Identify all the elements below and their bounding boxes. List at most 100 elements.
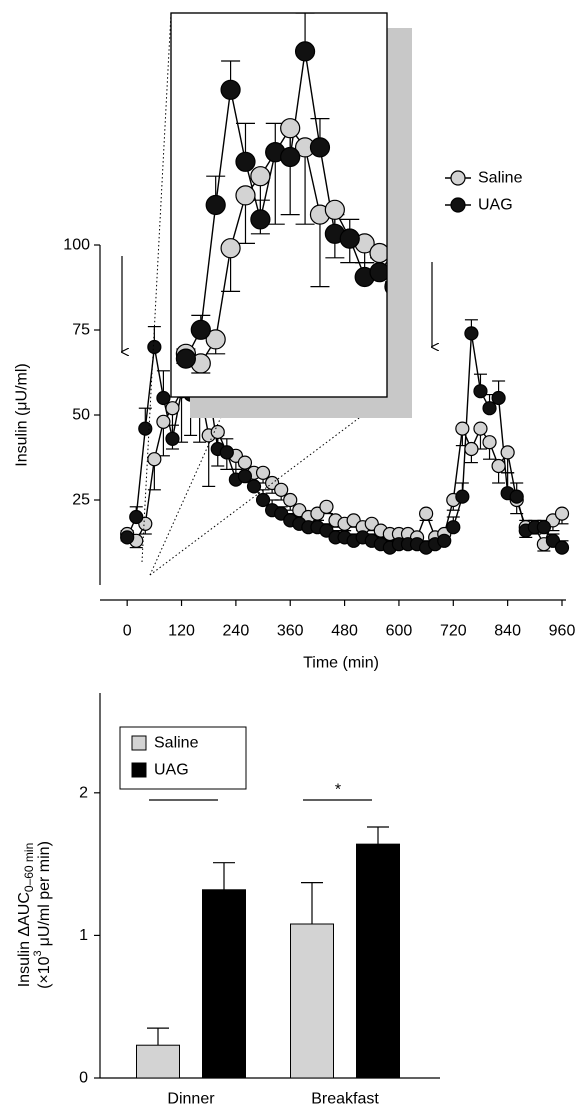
data-point <box>237 469 253 484</box>
data-point <box>464 441 479 457</box>
data-point <box>500 445 515 460</box>
data-point <box>319 499 334 514</box>
y-axis-label: Insulin ΔAUC0–60 min <box>16 843 37 988</box>
error-bar <box>415 282 434 296</box>
x-tick-label: 600 <box>386 623 413 640</box>
bar <box>202 889 246 1079</box>
y-tick-label: 50 <box>72 407 90 424</box>
data-point <box>491 390 506 406</box>
y-tick-label: 1 <box>79 927 88 944</box>
error-bar <box>445 306 464 320</box>
data-point <box>129 509 144 525</box>
inset-plot <box>175 13 582 374</box>
data-point <box>250 209 271 230</box>
data-point <box>175 348 196 369</box>
error-bar <box>549 335 568 345</box>
data-point <box>274 482 289 497</box>
error-bar <box>489 335 508 345</box>
error-bar <box>579 339 582 349</box>
data-point <box>579 330 582 349</box>
error-bar <box>367 826 389 845</box>
legend-swatch <box>131 735 147 751</box>
data-point <box>280 118 301 139</box>
error-bar <box>579 354 582 364</box>
error-bar <box>147 1027 169 1046</box>
error-bar <box>415 306 434 320</box>
data-point <box>554 506 570 521</box>
bar <box>356 843 400 1079</box>
y-label-part: (×10 <box>36 956 53 989</box>
data-point <box>147 339 162 355</box>
data-point <box>464 326 479 341</box>
data-point <box>446 520 461 535</box>
data-point <box>220 79 241 100</box>
error-bar <box>564 349 582 359</box>
data-point <box>235 185 256 206</box>
data-point <box>205 194 226 216</box>
data-point <box>482 401 497 416</box>
x-tick-label: 480 <box>331 623 358 640</box>
data-point <box>369 242 387 264</box>
data-point <box>482 435 497 450</box>
data-point <box>474 335 493 354</box>
data-point <box>549 325 568 344</box>
data-point <box>255 465 271 480</box>
data-point <box>473 421 488 436</box>
error-bar <box>295 147 315 225</box>
data-point <box>210 424 225 440</box>
data-point <box>489 335 508 354</box>
data-point <box>283 492 298 508</box>
legend-marker <box>450 170 466 186</box>
data-point <box>415 311 434 330</box>
y-label-subscript: 0–60 min <box>22 843 36 892</box>
data-point <box>419 506 434 521</box>
y-tick-label: 25 <box>72 492 90 509</box>
error-bar <box>504 315 523 325</box>
error-bar <box>534 349 553 359</box>
data-point <box>280 146 301 168</box>
error-bar <box>310 214 330 288</box>
y-tick-label: 75 <box>72 322 90 339</box>
data-point <box>519 325 538 344</box>
data-point <box>235 151 256 172</box>
y-label-superscript: 3 <box>32 950 44 956</box>
inset-border <box>170 12 388 398</box>
data-point <box>415 272 434 291</box>
error-bar <box>534 339 553 349</box>
x-tick-label: 360 <box>277 623 304 640</box>
x-tick-label: 840 <box>494 623 521 640</box>
data-point <box>534 330 553 349</box>
data-point <box>219 445 234 460</box>
data-point <box>504 340 523 359</box>
data-point <box>579 354 582 373</box>
legend-label: Saline <box>478 170 523 187</box>
y-tick-label: 2 <box>79 784 88 801</box>
x-tick-label: Dinner <box>167 1091 215 1108</box>
data-point <box>445 325 464 344</box>
x-tick-label: 960 <box>549 623 576 640</box>
data-point <box>489 316 508 335</box>
x-axis-label: Time (min) <box>303 655 379 672</box>
y-axis-label: Insulin (μU/ml) <box>14 363 31 466</box>
y-label-part: μU/ml per min) <box>36 841 53 946</box>
data-point <box>549 354 568 373</box>
significance-label: * <box>335 782 341 799</box>
error-bar <box>504 339 523 349</box>
y-tick-label: 0 <box>79 1070 88 1087</box>
data-point <box>369 262 387 283</box>
error-bar <box>489 325 508 335</box>
error-bar <box>213 862 235 890</box>
data-point <box>473 384 488 399</box>
data-point <box>536 520 551 535</box>
data-point <box>324 199 345 220</box>
data-point <box>156 390 171 406</box>
error-bar <box>519 349 538 359</box>
data-point <box>237 455 253 470</box>
y-tick-label: 100 <box>63 237 90 254</box>
x-tick-label: 240 <box>223 623 250 640</box>
data-point <box>339 228 360 249</box>
error-bar <box>549 354 568 364</box>
error-bar <box>445 325 464 335</box>
zoom-guide <box>149 396 388 576</box>
